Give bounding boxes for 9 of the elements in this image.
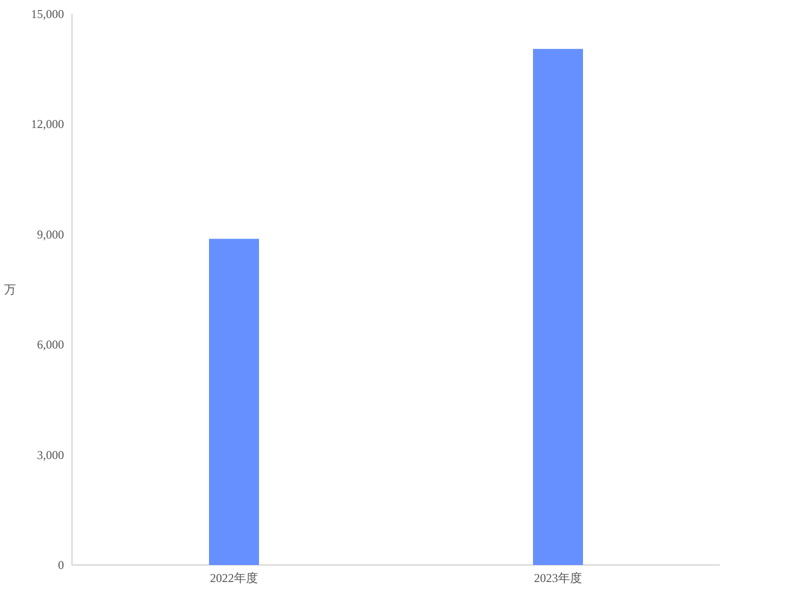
y-tick-label: 3,000: [37, 448, 64, 462]
y-tick-label: 0: [58, 558, 64, 572]
y-tick-label: 15,000: [31, 7, 64, 21]
y-tick-label: 9,000: [37, 227, 64, 242]
y-tick-label: 12,000: [31, 117, 64, 132]
x-tick-label: 2022年度: [210, 571, 258, 585]
y-tick-label: 6,000: [37, 338, 64, 352]
x-tick-label: 2023年度: [534, 571, 582, 585]
y-axis-title: 万: [4, 282, 16, 296]
